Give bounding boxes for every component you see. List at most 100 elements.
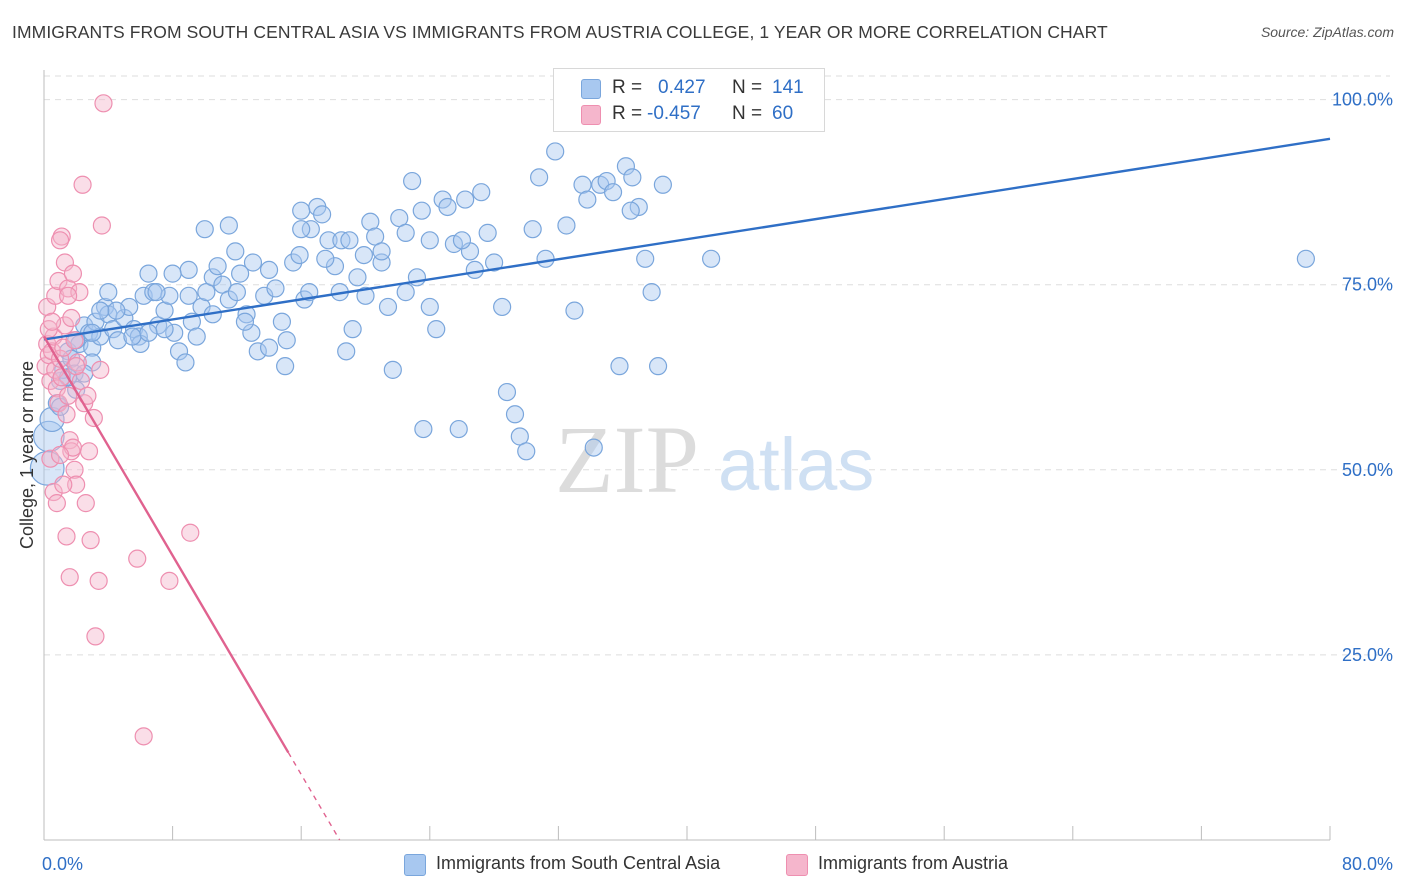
point-south-central-asia bbox=[312, 205, 332, 224]
point-south-central-asia bbox=[403, 171, 422, 191]
point-south-central-asia bbox=[465, 260, 484, 280]
point-south-central-asia bbox=[505, 405, 525, 424]
point-south-central-asia bbox=[91, 301, 110, 320]
point-south-central-asia bbox=[414, 419, 433, 439]
point-south-central-asia bbox=[623, 168, 642, 187]
y-axis-title: College, 1 year or more bbox=[17, 361, 37, 549]
point-south-central-asia bbox=[343, 320, 362, 339]
point-south-central-asia bbox=[1296, 249, 1315, 268]
point-south-central-asia bbox=[383, 360, 402, 379]
correlation-legend: R = 0.427 N = 141 R = -0.457 N = 60 bbox=[553, 68, 825, 132]
point-south-central-asia bbox=[195, 220, 214, 239]
point-south-central-asia bbox=[702, 249, 721, 268]
point-austria bbox=[50, 445, 70, 465]
y-tick-label: 50.0% bbox=[1342, 460, 1393, 480]
legend-n-value: 60 bbox=[772, 103, 794, 124]
point-austria bbox=[128, 549, 147, 568]
point-south-central-asia bbox=[536, 249, 555, 268]
point-south-central-asia bbox=[227, 283, 246, 302]
point-south-central-asia bbox=[412, 201, 431, 220]
point-south-central-asia bbox=[653, 175, 672, 194]
point-south-central-asia bbox=[546, 142, 565, 161]
point-south-central-asia bbox=[301, 220, 320, 239]
point-austria bbox=[47, 379, 66, 398]
point-south-central-asia bbox=[603, 183, 623, 202]
point-south-central-asia bbox=[356, 286, 375, 305]
trend-lines bbox=[42, 137, 1331, 841]
point-south-central-asia bbox=[292, 201, 311, 220]
point-south-central-asia bbox=[557, 216, 576, 235]
point-south-central-asia bbox=[99, 283, 118, 302]
watermark-atlas: atlas bbox=[718, 423, 874, 506]
point-austria bbox=[86, 627, 105, 646]
point-austria bbox=[91, 360, 110, 379]
point-south-central-asia bbox=[438, 197, 457, 217]
point-south-central-asia bbox=[378, 297, 398, 317]
point-austria bbox=[50, 231, 70, 250]
point-south-central-asia bbox=[147, 283, 166, 302]
point-austria bbox=[181, 523, 200, 542]
point-austria bbox=[41, 371, 60, 391]
y-tick-label: 100.0% bbox=[1332, 90, 1393, 110]
point-south-central-asia bbox=[427, 320, 446, 339]
point-south-central-asia bbox=[155, 320, 174, 339]
legend-r-label: R = bbox=[612, 77, 643, 98]
point-austria bbox=[79, 442, 99, 461]
point-austria bbox=[67, 357, 86, 376]
point-south-central-asia bbox=[396, 223, 415, 242]
x-tick-label: 80.0% bbox=[1342, 854, 1393, 874]
point-south-central-asia bbox=[208, 257, 227, 276]
point-south-central-asia bbox=[523, 220, 542, 239]
point-south-central-asia bbox=[129, 327, 148, 346]
grid-lines bbox=[44, 75, 1390, 656]
point-south-central-asia bbox=[165, 323, 184, 342]
point-south-central-asia bbox=[33, 420, 65, 453]
point-south-central-asia bbox=[485, 253, 504, 272]
chart-title: IMMIGRANTS FROM SOUTH CENTRAL ASIA VS IM… bbox=[12, 22, 1108, 42]
point-austria bbox=[160, 571, 179, 590]
point-south-central-asia bbox=[497, 382, 517, 402]
point-south-central-asia bbox=[616, 157, 636, 176]
point-austria bbox=[42, 312, 62, 331]
point-south-central-asia bbox=[284, 253, 303, 272]
point-south-central-asia bbox=[610, 357, 629, 376]
point-south-central-asia bbox=[530, 168, 549, 187]
watermark-zip: ZIP bbox=[555, 406, 699, 513]
point-austria bbox=[47, 494, 66, 513]
legend-swatch-blue bbox=[581, 79, 601, 99]
point-austria bbox=[65, 460, 84, 479]
point-south-central-asia bbox=[319, 231, 338, 250]
point-south-central-asia bbox=[242, 323, 261, 342]
bottom-legend-swatch-pink bbox=[786, 854, 808, 876]
point-south-central-asia bbox=[107, 301, 126, 320]
legend-r-label: R = bbox=[612, 103, 643, 124]
point-south-central-asia bbox=[243, 253, 263, 272]
point-south-central-asia bbox=[636, 249, 655, 268]
point-austria bbox=[59, 386, 78, 405]
point-south-central-asia bbox=[452, 231, 472, 250]
point-south-central-asia bbox=[219, 216, 238, 235]
point-south-central-asia bbox=[372, 242, 391, 261]
legend-swatch-pink bbox=[581, 105, 601, 125]
point-south-central-asia bbox=[276, 357, 295, 376]
series-austria bbox=[36, 94, 200, 746]
axis-labels: 25.0% 50.0% 75.0% 100.0% 0.0% 80.0% College, 1… bbox=[17, 90, 1393, 874]
x-tick-label: 0.0% bbox=[42, 854, 83, 874]
point-austria bbox=[63, 264, 83, 283]
point-south-central-asia bbox=[235, 312, 255, 331]
point-south-central-asia bbox=[642, 283, 661, 302]
point-austria bbox=[60, 568, 79, 587]
point-south-central-asia bbox=[259, 260, 279, 280]
legend-n-label: N = bbox=[732, 103, 763, 124]
point-south-central-asia bbox=[354, 245, 373, 265]
point-south-central-asia bbox=[226, 242, 245, 261]
y-tick-label: 25.0% bbox=[1342, 645, 1393, 665]
point-south-central-asia bbox=[648, 357, 668, 376]
point-south-central-asia bbox=[290, 245, 309, 265]
point-south-central-asia bbox=[163, 264, 182, 283]
point-south-central-asia bbox=[176, 353, 195, 372]
point-south-central-asia bbox=[396, 283, 415, 302]
point-austria bbox=[41, 449, 60, 468]
point-south-central-asia bbox=[337, 342, 356, 361]
point-south-central-asia bbox=[139, 264, 158, 283]
